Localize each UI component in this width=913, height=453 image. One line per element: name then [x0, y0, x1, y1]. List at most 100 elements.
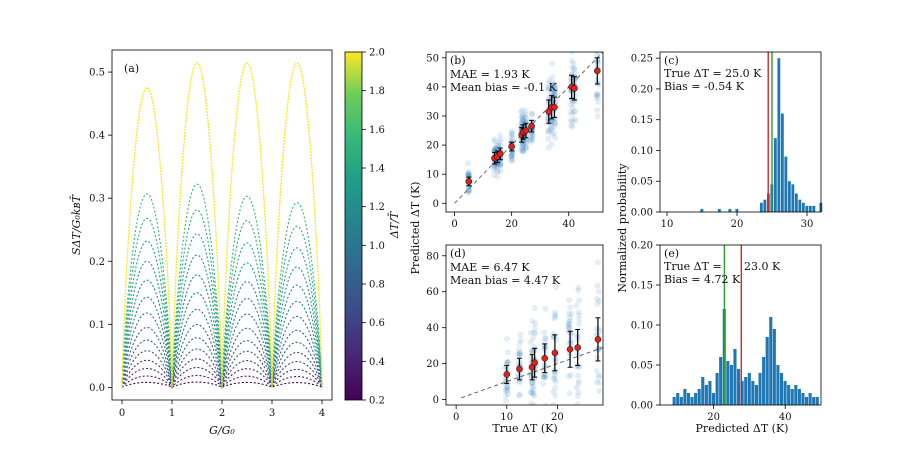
panel_b-xtick-label: 0: [451, 219, 457, 230]
sample-point: [542, 374, 549, 381]
sample-point: [574, 393, 581, 400]
sample-point: [596, 387, 603, 394]
sample-point: [594, 91, 601, 98]
sample-point: [549, 90, 556, 97]
sample-point: [503, 359, 510, 366]
sample-point: [465, 171, 472, 178]
sample-point: [594, 282, 601, 289]
mean-point: [594, 336, 602, 343]
sample-point: [529, 136, 536, 143]
shared-ylabel-bd: Predicted ΔT (K): [409, 182, 422, 275]
histogram-bar: [683, 389, 687, 405]
histogram-bar: [798, 199, 802, 212]
histogram-bar: [672, 397, 676, 405]
panel_d-ytick-label: 0: [433, 395, 439, 406]
histogram-bar: [701, 377, 705, 405]
histogram-bar: [676, 393, 680, 405]
sample-point: [567, 108, 574, 115]
histogram-bar: [804, 397, 809, 405]
panel-d-mae: MAE = 6.47 K: [450, 261, 530, 274]
panel-a-curve: [121, 374, 323, 389]
sample-point: [531, 393, 538, 400]
sample-point: [551, 82, 558, 89]
panel-e-true-a: True ΔT =: [664, 260, 722, 273]
panel_e-ytick-label: 0.10: [631, 321, 653, 332]
sample-point: [495, 168, 502, 175]
histogram-bar: [805, 205, 809, 212]
sample-point: [595, 98, 602, 105]
sample-point: [529, 318, 536, 325]
panel-a-curve: [121, 209, 323, 388]
sample-point: [520, 142, 527, 149]
histogram-bar: [758, 373, 762, 405]
sample-point: [496, 138, 503, 145]
panel-c-frame: [659, 51, 822, 213]
sample-point: [520, 148, 527, 155]
mean-point: [574, 344, 581, 351]
sample-point: [519, 117, 526, 124]
sample-point: [517, 373, 524, 380]
sample-point: [529, 379, 536, 386]
sample-point: [575, 287, 582, 294]
sample-point: [571, 65, 578, 72]
sample-point: [504, 385, 511, 392]
sample-point: [518, 119, 525, 126]
sample-point: [522, 145, 529, 152]
sample-point: [552, 87, 559, 94]
sample-point: [549, 131, 556, 138]
colorbar-tick-label: 0.4: [369, 357, 385, 368]
sample-point: [516, 391, 523, 398]
panel_c-ytick-label: 0.25: [631, 54, 653, 65]
mean-point: [566, 346, 574, 353]
histogram-bar: [708, 381, 712, 405]
sample-point: [545, 86, 552, 93]
sample-point: [490, 166, 497, 173]
colorbar-label: ΔT/T̄: [388, 210, 401, 239]
sample-point: [549, 73, 556, 80]
sample-point: [523, 119, 530, 126]
panel_b-ytick-label: 40: [426, 82, 439, 93]
sample-point: [575, 378, 582, 385]
sample-point: [569, 111, 576, 118]
panel-a-xtick-label: 2: [219, 408, 225, 419]
histogram-bar: [787, 385, 791, 405]
sample-point: [504, 335, 511, 342]
sample-point: [552, 312, 559, 319]
sample-point: [569, 123, 576, 130]
sample-point: [596, 297, 603, 304]
sample-point: [570, 60, 577, 67]
panel_c-ytick-label: 0.10: [631, 146, 653, 157]
sample-point: [508, 157, 515, 164]
sample-point: [530, 387, 537, 394]
panel-c-ticks: 0.00 0.05 0.10 0.15 0.20 0.25 10 20 30: [631, 54, 814, 230]
histogram-bar: [711, 393, 716, 405]
sample-point: [516, 340, 523, 347]
sample-point: [522, 113, 529, 120]
sample-point: [503, 363, 510, 370]
sample-point: [522, 144, 529, 151]
sample-point: [552, 84, 559, 91]
sample-point: [542, 344, 549, 351]
sample-point: [567, 372, 574, 379]
panel-a-ytick-label: 0.1: [89, 320, 105, 331]
histogram-bar: [812, 397, 816, 405]
sample-point: [497, 162, 504, 169]
sample-point: [497, 136, 504, 143]
panel-a-xtick-label: 0: [119, 408, 125, 419]
panel-a-xtick-label: 3: [269, 408, 275, 419]
sample-point: [516, 392, 523, 399]
colorbar-tick-label: 1.0: [369, 241, 385, 252]
panel-a-xtick-label: 1: [169, 408, 175, 419]
sample-point: [528, 133, 535, 140]
histogram-bar: [735, 208, 739, 212]
sample-point: [549, 83, 556, 90]
sample-point: [540, 380, 547, 387]
sample-point: [508, 153, 515, 160]
panel-c-histogram: [700, 52, 823, 213]
sample-point: [546, 94, 553, 101]
sample-point: [594, 259, 601, 266]
sample-point: [523, 115, 530, 122]
histogram-bar: [791, 184, 795, 212]
sample-point: [519, 144, 526, 151]
